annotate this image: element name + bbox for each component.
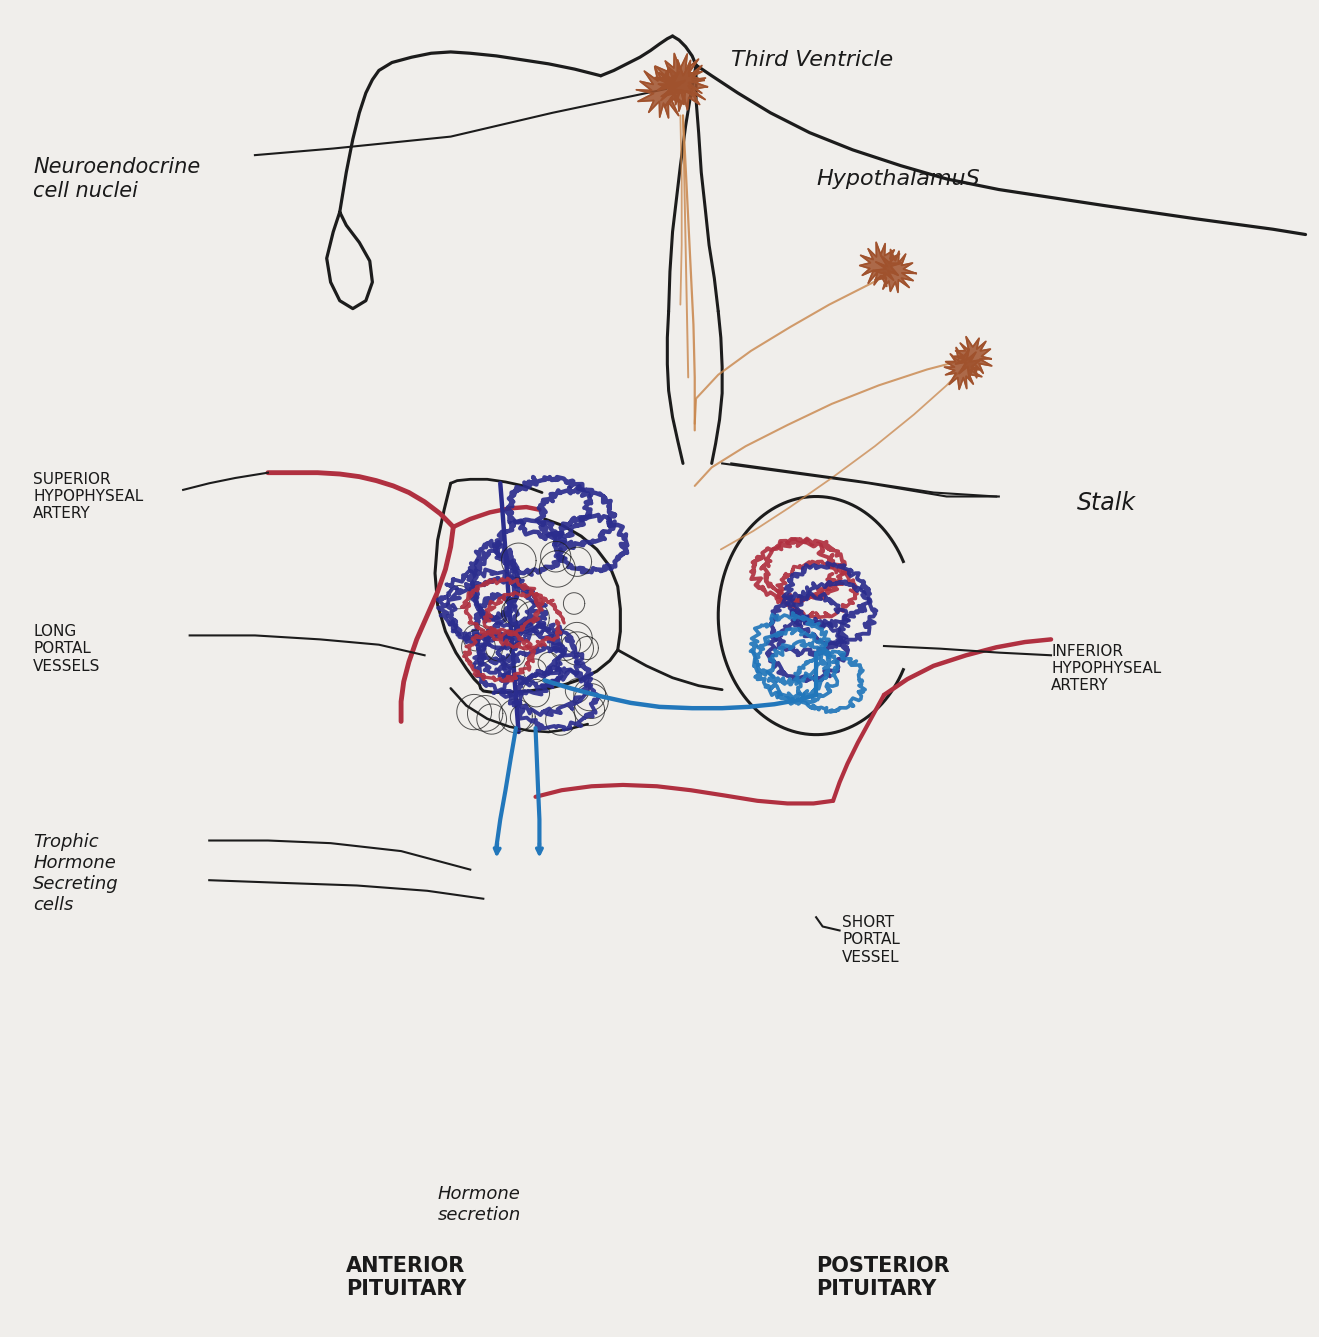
Text: Trophic
Hormone
Secreting
cells: Trophic Hormone Secreting cells: [33, 833, 119, 913]
Text: Hormone
secretion: Hormone secretion: [438, 1185, 521, 1223]
Text: LONG
PORTAL
VESSELS: LONG PORTAL VESSELS: [33, 624, 100, 674]
Text: HypothalamuS: HypothalamuS: [816, 168, 980, 189]
Polygon shape: [656, 53, 704, 104]
Text: Third Ventricle: Third Ventricle: [731, 49, 893, 70]
Text: POSTERIOR
PITUITARY: POSTERIOR PITUITARY: [816, 1255, 950, 1298]
Polygon shape: [944, 348, 981, 389]
Text: ANTERIOR
PITUITARY: ANTERIOR PITUITARY: [347, 1255, 467, 1298]
Text: Stalk: Stalk: [1078, 491, 1136, 515]
Text: INFERIOR
HYPOPHYSEAL
ARTERY: INFERIOR HYPOPHYSEAL ARTERY: [1051, 643, 1161, 694]
Polygon shape: [955, 337, 992, 378]
Text: Neuroendocrine
cell nuclei: Neuroendocrine cell nuclei: [33, 158, 200, 201]
Polygon shape: [860, 242, 901, 286]
Text: SUPERIOR
HYPOPHYSEAL
ARTERY: SUPERIOR HYPOPHYSEAL ARTERY: [33, 472, 144, 521]
Polygon shape: [873, 250, 917, 293]
Text: SHORT
PORTAL
VESSEL: SHORT PORTAL VESSEL: [843, 915, 900, 964]
Polygon shape: [636, 67, 689, 118]
Polygon shape: [658, 60, 707, 111]
